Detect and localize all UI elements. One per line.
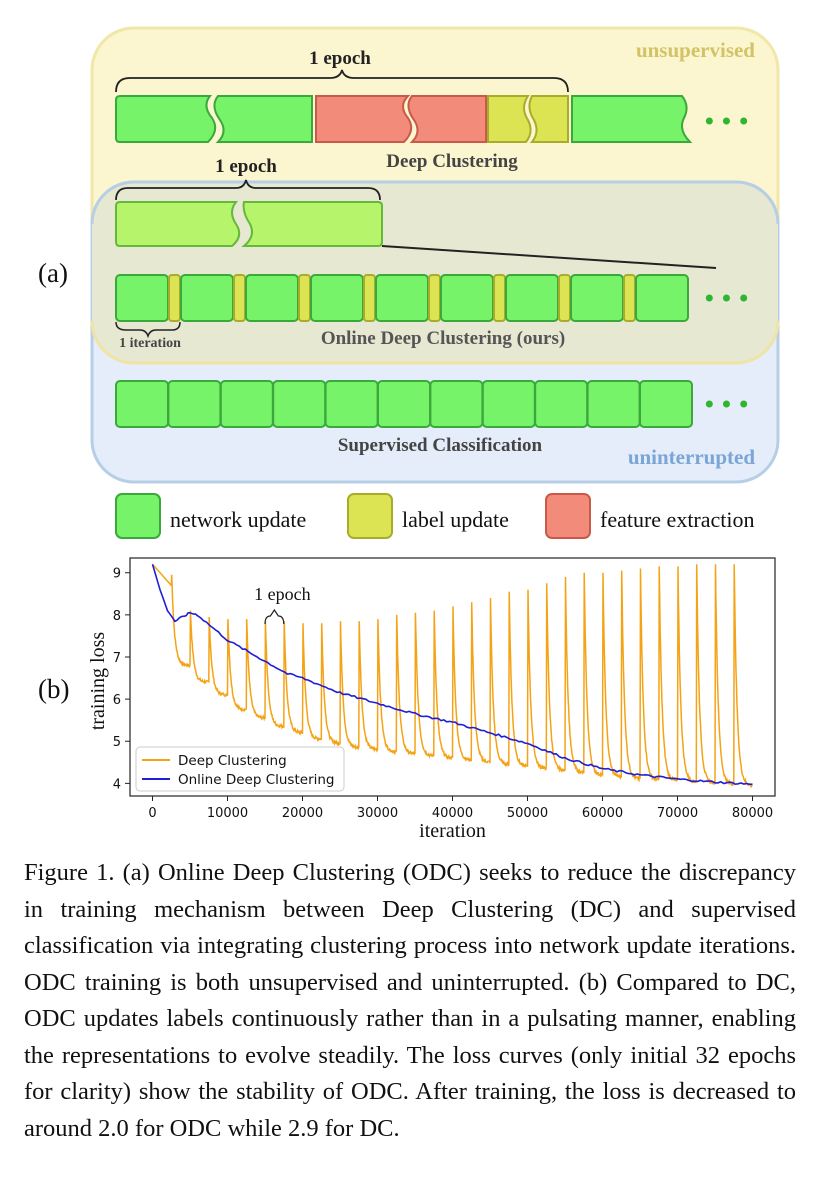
- sup-network-update-block: [534, 380, 589, 428]
- sup-title: Supervised Classification: [338, 435, 543, 456]
- odc-label-update-block: [233, 274, 246, 322]
- odc-title: Online Deep Clustering (ours): [321, 328, 565, 349]
- odc-network-update-block: [635, 274, 689, 322]
- odc-network-update-block: [245, 274, 299, 322]
- sup-network-update-block: [586, 380, 641, 428]
- chart-legend: Deep Clustering Online Deep Clustering: [135, 746, 345, 792]
- sup-network-update-block: [167, 380, 222, 428]
- sup-ellipsis: •••: [702, 391, 753, 419]
- x-tick-label: 70000: [657, 806, 698, 821]
- legend-label-feature-extraction: feature extraction: [600, 507, 755, 532]
- series-line-online-deep-clustering: [151, 564, 753, 786]
- dc-network-update-block: [571, 95, 693, 143]
- legend-swatch-label-update: [347, 493, 393, 539]
- odc-network-update-block: [375, 274, 429, 322]
- odc-label-update-block: [363, 274, 376, 322]
- figure-1: unsupervised uninterrupted (a) 1 epoch •…: [38, 26, 780, 840]
- dc-label-update-block: [487, 95, 532, 143]
- sup-row: ••• Supervised Classification: [115, 380, 753, 456]
- unsupervised-label: unsupervised: [636, 38, 755, 62]
- odc-network-update-block: [570, 274, 624, 322]
- sup-network-update-block: [115, 380, 169, 428]
- y-tick-label: 4: [113, 777, 121, 792]
- dc-network-update-block: [213, 95, 313, 143]
- odc-epoch-block: [241, 201, 383, 247]
- odc-zoom-line: [381, 245, 717, 269]
- uninterrupted-region-outline: [90, 180, 780, 225]
- uninterrupted-label: uninterrupted: [628, 445, 756, 469]
- odc-label-update-block: [298, 274, 311, 322]
- dc-epoch-brace: [115, 69, 569, 93]
- dc-title: Deep Clustering: [386, 151, 518, 172]
- odc-network-update-block: [115, 274, 169, 322]
- sup-network-update-block: [481, 380, 536, 428]
- odc-epoch-label: 1 epoch: [215, 156, 277, 177]
- x-tick-label: 50000: [507, 806, 548, 821]
- odc-label-update-block: [493, 274, 506, 322]
- dc-feature-extraction-block: [407, 95, 487, 143]
- x-axis-label: iteration: [419, 820, 486, 840]
- legend-swatch-feature-extraction: [545, 493, 591, 539]
- chart-legend-box: [135, 746, 345, 792]
- panel-b: (b) 0 10000 20000 30000 40000 50000 60000 70000…: [38, 557, 776, 840]
- dc-epoch-label: 1 epoch: [309, 48, 371, 69]
- legend-swatch-network-update: [115, 493, 161, 539]
- dc-network-update-block: [115, 95, 217, 143]
- odc-label-update-block: [168, 274, 181, 322]
- sup-network-update-block: [272, 380, 327, 428]
- panel-b-label: (b): [38, 674, 69, 704]
- panel-a-label: (a): [38, 258, 68, 288]
- odc-network-update-block: [310, 274, 364, 322]
- odc-label-update-block: [623, 274, 636, 322]
- epoch-annotation: 1 epoch: [254, 584, 310, 604]
- dc-row: 1 epoch ••• Deep Clustering: [115, 48, 753, 172]
- panel-a-legend: network update label update feature extr…: [115, 493, 755, 539]
- epoch-annotation-brace: [264, 608, 285, 625]
- y-tick-label: 9: [113, 567, 121, 582]
- loss-chart: 0 10000 20000 30000 40000 50000 60000 70000 8000…: [87, 557, 776, 840]
- x-tick-label: 30000: [357, 806, 398, 821]
- odc-iteration-blocks: [115, 274, 689, 322]
- odc-epoch-brace: [115, 179, 381, 201]
- odc-iteration-label: 1 iteration: [119, 336, 181, 351]
- legend-label-network-update: network update: [170, 507, 306, 532]
- sup-network-update-block: [377, 380, 431, 428]
- odc-row: 1 epoch ••• 1 iteration Online Deep Clus…: [115, 156, 753, 351]
- sup-network-update-block: [429, 380, 484, 428]
- y-axis-label: training loss: [87, 632, 109, 731]
- y-tick-label: 8: [113, 609, 121, 624]
- odc-network-update-block: [180, 274, 234, 322]
- sup-network-update-block: [639, 380, 693, 428]
- panel-a: unsupervised uninterrupted (a) 1 epoch •…: [38, 26, 780, 539]
- x-tick-label: 10000: [207, 806, 248, 821]
- y-tick-label: 6: [113, 693, 121, 708]
- x-tick-label: 0: [148, 806, 156, 821]
- odc-label-update-block: [558, 274, 571, 322]
- sup-network-update-block: [324, 380, 379, 428]
- unsupervised-region-outline-left: [90, 320, 135, 365]
- y-tick-label: 7: [113, 651, 121, 666]
- legend-text-online-deep-clustering: Online Deep Clustering: [178, 772, 335, 788]
- figure-caption: Figure 1. (a) Online Deep Clustering (OD…: [24, 859, 796, 1142]
- odc-network-update-block: [505, 274, 559, 322]
- x-tick-label: 40000: [432, 806, 473, 821]
- sup-network-update-block: [219, 380, 274, 428]
- x-tick-label: 80000: [732, 806, 773, 821]
- dc-feature-extraction-block: [315, 95, 413, 143]
- y-tick-label: 5: [113, 735, 121, 750]
- x-tick-label: 60000: [582, 806, 623, 821]
- odc-network-update-block: [440, 274, 494, 322]
- dc-ellipsis: •••: [702, 108, 753, 136]
- sup-network-update-blocks: [115, 380, 693, 428]
- legend-label-label-update: label update: [402, 507, 509, 532]
- odc-ellipsis: •••: [702, 285, 753, 313]
- odc-epoch-block: [115, 201, 241, 247]
- x-tick-label: 20000: [282, 806, 323, 821]
- legend-text-deep-clustering: Deep Clustering: [178, 753, 287, 769]
- odc-iteration-brace: [115, 321, 181, 339]
- dc-label-update-block: [528, 95, 569, 143]
- odc-label-update-block: [428, 274, 441, 322]
- unsupervised-region-outline: [134, 320, 780, 365]
